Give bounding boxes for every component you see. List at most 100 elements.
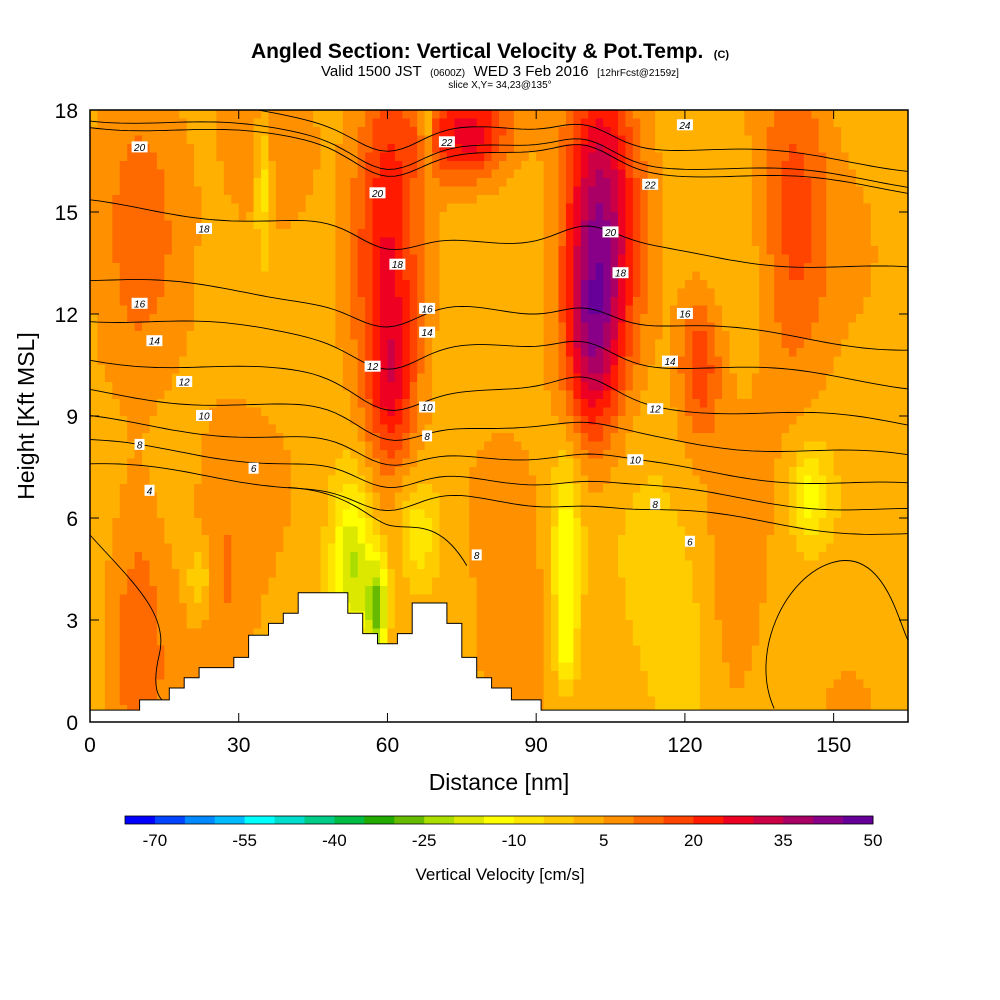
velocity-cell — [290, 331, 299, 341]
velocity-cell — [149, 373, 158, 383]
velocity-cell — [424, 365, 433, 375]
velocity-cell — [655, 322, 664, 332]
velocity-cell — [610, 458, 619, 468]
velocity-cell — [283, 475, 292, 485]
velocity-cell — [156, 110, 165, 120]
velocity-cell — [513, 475, 522, 485]
velocity-cell — [774, 467, 783, 477]
velocity-cell — [826, 263, 835, 273]
velocity-cell — [893, 280, 902, 290]
velocity-cell — [417, 246, 426, 256]
velocity-cell — [268, 203, 277, 213]
velocity-cell — [491, 475, 500, 485]
velocity-cell — [670, 212, 679, 222]
velocity-cell — [625, 220, 634, 230]
velocity-cell — [327, 492, 336, 502]
velocity-cell — [283, 416, 292, 426]
velocity-cell — [313, 144, 322, 154]
velocity-cell — [521, 297, 530, 307]
velocity-cell — [484, 152, 493, 162]
velocity-cell — [848, 254, 857, 264]
velocity-cell — [885, 390, 894, 400]
velocity-cell — [677, 441, 686, 451]
velocity-cell — [736, 399, 745, 409]
velocity-cell — [595, 399, 604, 409]
velocity-cell — [617, 144, 627, 154]
velocity-cell — [104, 169, 113, 179]
velocity-cell — [595, 152, 604, 162]
velocity-cell — [179, 356, 188, 366]
velocity-cell — [268, 212, 277, 222]
velocity-cell — [171, 161, 180, 171]
velocity-cell — [603, 458, 612, 468]
velocity-cell — [231, 433, 240, 443]
velocity-cell — [625, 271, 634, 281]
velocity-cell — [134, 424, 143, 434]
velocity-cell — [499, 118, 508, 128]
velocity-cell — [357, 424, 366, 434]
velocity-cell — [446, 263, 455, 273]
velocity-cell — [90, 220, 99, 230]
velocity-cell — [796, 433, 805, 443]
velocity-cell — [327, 433, 336, 443]
velocity-cell — [900, 314, 908, 324]
velocity-cell — [528, 433, 537, 443]
velocity-cell — [789, 356, 798, 366]
velocity-cell — [893, 331, 902, 341]
velocity-cell — [536, 484, 545, 494]
velocity-cell — [811, 467, 820, 477]
velocity-cell — [603, 220, 612, 230]
velocity-cell — [90, 458, 99, 468]
velocity-cell — [677, 271, 686, 281]
velocity-cell — [186, 305, 195, 315]
velocity-cell — [342, 237, 351, 247]
velocity-cell — [803, 458, 812, 468]
velocity-cell — [617, 152, 627, 162]
velocity-cell — [253, 280, 262, 290]
velocity-cell — [751, 297, 760, 307]
velocity-cell — [320, 433, 329, 443]
velocity-cell — [714, 246, 723, 256]
velocity-cell — [179, 492, 188, 502]
velocity-cell — [313, 339, 322, 349]
velocity-cell — [387, 322, 396, 332]
velocity-cell — [543, 399, 552, 409]
velocity-cell — [647, 424, 656, 434]
velocity-cell — [617, 407, 627, 417]
velocity-cell — [327, 144, 336, 154]
velocity-cell — [305, 458, 314, 468]
velocity-cell — [751, 161, 760, 171]
velocity-cell — [231, 220, 240, 230]
velocity-cell — [870, 288, 879, 298]
velocity-cell — [313, 484, 322, 494]
velocity-cell — [870, 118, 879, 128]
velocity-cell — [476, 297, 485, 307]
velocity-cell — [536, 416, 545, 426]
velocity-cell — [692, 348, 701, 358]
velocity-cell — [186, 161, 195, 171]
velocity-cell — [565, 118, 574, 128]
velocity-cell — [372, 433, 381, 443]
velocity-cell — [365, 161, 374, 171]
velocity-cell — [104, 484, 113, 494]
velocity-cell — [446, 416, 455, 426]
velocity-cell — [112, 203, 121, 213]
velocity-cell — [350, 331, 359, 341]
velocity-cell — [774, 229, 783, 239]
velocity-cell — [729, 424, 738, 434]
velocity-cell — [134, 433, 143, 443]
velocity-cell — [744, 356, 753, 366]
velocity-cell — [662, 212, 671, 222]
velocity-cell — [179, 203, 188, 213]
velocity-cell — [223, 254, 232, 264]
velocity-cell — [142, 475, 151, 485]
velocity-cell — [402, 254, 411, 264]
velocity-cell — [506, 263, 515, 273]
velocity-cell — [588, 467, 597, 477]
velocity-cell — [595, 331, 604, 341]
velocity-cell — [104, 492, 113, 502]
velocity-cell — [164, 118, 173, 128]
velocity-cell — [313, 288, 322, 298]
velocity-cell — [900, 399, 908, 409]
velocity-cell — [491, 161, 500, 171]
